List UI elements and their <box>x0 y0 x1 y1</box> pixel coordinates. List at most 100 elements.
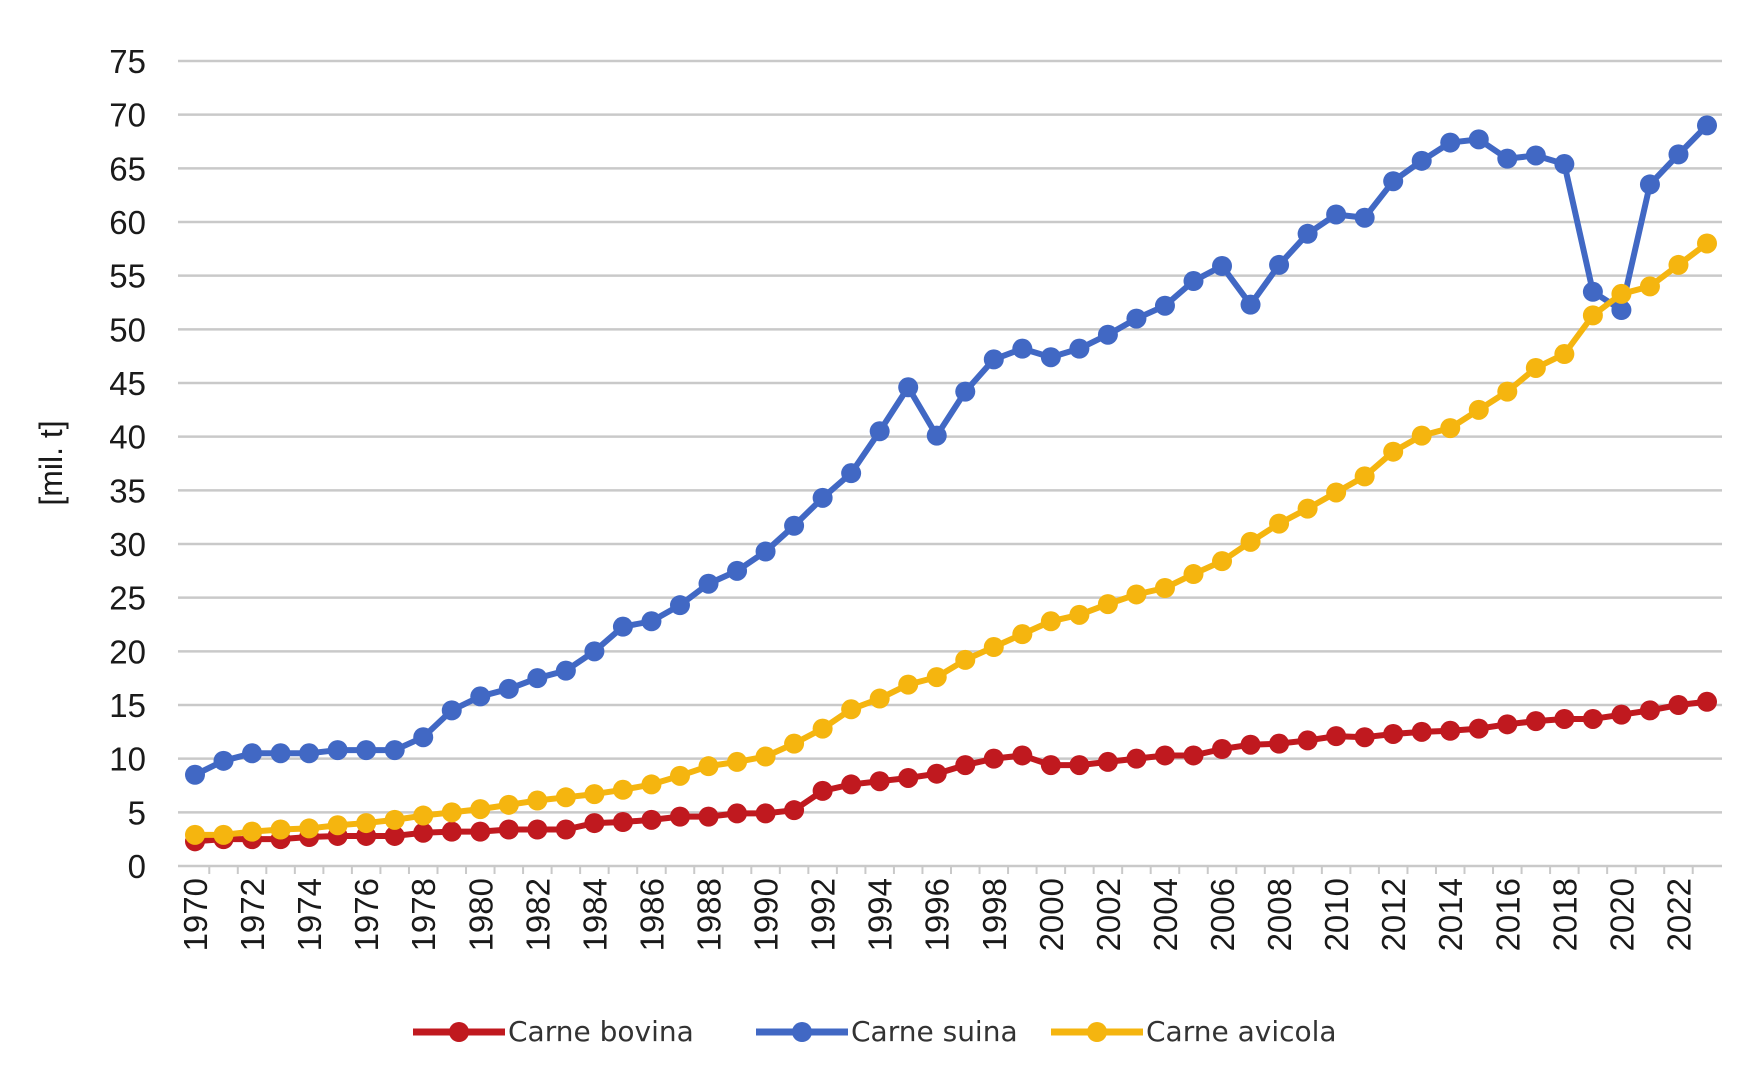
x-tick-label: 2014 <box>1432 878 1469 951</box>
data-point <box>1012 338 1033 359</box>
data-point <box>470 821 491 842</box>
data-point <box>1383 441 1404 462</box>
x-tick-label: 1978 <box>405 878 442 951</box>
x-tick-label: 1982 <box>519 878 556 951</box>
x-tick-label: 1986 <box>633 878 670 951</box>
data-point <box>1668 695 1689 715</box>
data-point <box>384 809 405 830</box>
x-tick-label: 2000 <box>1033 878 1070 951</box>
data-point <box>555 787 576 808</box>
data-point <box>755 746 776 767</box>
data-point <box>755 803 776 824</box>
data-point <box>555 660 576 681</box>
data-point <box>612 811 633 832</box>
y-tick-label: 10 <box>109 741 146 778</box>
data-point <box>1012 745 1033 766</box>
data-point <box>1097 324 1118 345</box>
data-point <box>1582 708 1603 729</box>
y-tick-label: 40 <box>109 419 146 456</box>
data-point <box>1582 281 1603 302</box>
data-point <box>1554 344 1575 365</box>
data-point <box>669 595 690 616</box>
data-point <box>898 767 919 788</box>
data-point <box>413 805 434 826</box>
data-point <box>1326 726 1347 747</box>
data-point <box>1240 294 1261 315</box>
data-point <box>641 774 662 795</box>
data-point <box>384 740 405 761</box>
data-point <box>1639 174 1660 195</box>
data-point <box>1040 611 1061 632</box>
x-tick-label: 2008 <box>1261 878 1298 951</box>
legend-item: Carne avicola <box>1051 1015 1337 1048</box>
x-tick-label: 1970 <box>177 878 214 951</box>
data-point <box>1069 755 1090 776</box>
x-tick-label: 2010 <box>1318 878 1355 951</box>
data-point <box>299 818 320 839</box>
data-point <box>841 774 862 795</box>
data-point <box>584 784 605 805</box>
data-point <box>498 794 519 815</box>
legend-label: Carne avicola <box>1146 1015 1337 1048</box>
data-point <box>841 699 862 720</box>
legend-marker <box>792 1022 812 1042</box>
data-point <box>1154 295 1175 316</box>
legend-label: Carne suina <box>851 1015 1018 1048</box>
x-tick-label: 2020 <box>1603 878 1640 951</box>
data-point <box>1697 115 1717 136</box>
data-point <box>1354 727 1375 748</box>
data-point <box>1554 154 1575 175</box>
data-point <box>498 678 519 699</box>
x-tick-label: 1990 <box>748 878 785 951</box>
data-point <box>527 668 548 689</box>
data-point <box>727 803 748 824</box>
data-point <box>612 616 633 637</box>
y-tick-label: 20 <box>109 633 146 670</box>
data-point <box>470 799 491 820</box>
y-tick-label: 25 <box>109 580 146 617</box>
data-point <box>727 751 748 772</box>
x-tick-label: 1976 <box>348 878 385 951</box>
data-point <box>869 688 890 709</box>
x-tick-label: 1980 <box>462 878 499 951</box>
x-tick-label: 2004 <box>1147 878 1184 951</box>
legend-marker <box>1087 1022 1107 1042</box>
y-tick-label: 75 <box>109 43 146 80</box>
data-point <box>1354 466 1375 487</box>
data-point <box>812 487 833 508</box>
data-point <box>327 740 348 761</box>
data-point <box>1383 171 1404 192</box>
data-point <box>1668 144 1689 165</box>
data-point <box>983 637 1004 658</box>
data-point <box>1012 624 1033 645</box>
data-point <box>1069 604 1090 625</box>
data-point <box>812 780 833 801</box>
data-point <box>498 819 519 840</box>
gridlines <box>178 59 1722 868</box>
x-tick-label: 1974 <box>291 878 328 951</box>
data-point <box>1611 283 1632 304</box>
data-point <box>641 809 662 830</box>
data-point <box>1639 700 1660 721</box>
data-point <box>555 819 576 840</box>
x-tick-label: 2012 <box>1375 878 1412 951</box>
data-point <box>898 674 919 695</box>
data-point <box>1411 150 1432 171</box>
data-point <box>1468 399 1489 420</box>
data-point <box>1440 132 1461 153</box>
data-point <box>983 748 1004 769</box>
y-tick-label: 50 <box>109 311 146 348</box>
y-tick-label: 70 <box>109 97 146 134</box>
data-point <box>299 743 320 764</box>
data-point <box>1582 305 1603 326</box>
data-point <box>242 743 263 764</box>
data-point <box>1240 734 1261 755</box>
data-point <box>869 421 890 442</box>
data-point <box>784 800 805 821</box>
data-point <box>926 425 947 446</box>
data-point <box>1126 308 1147 329</box>
data-point <box>1354 207 1375 228</box>
data-point <box>1154 745 1175 766</box>
x-tick-label: 2006 <box>1204 878 1241 951</box>
